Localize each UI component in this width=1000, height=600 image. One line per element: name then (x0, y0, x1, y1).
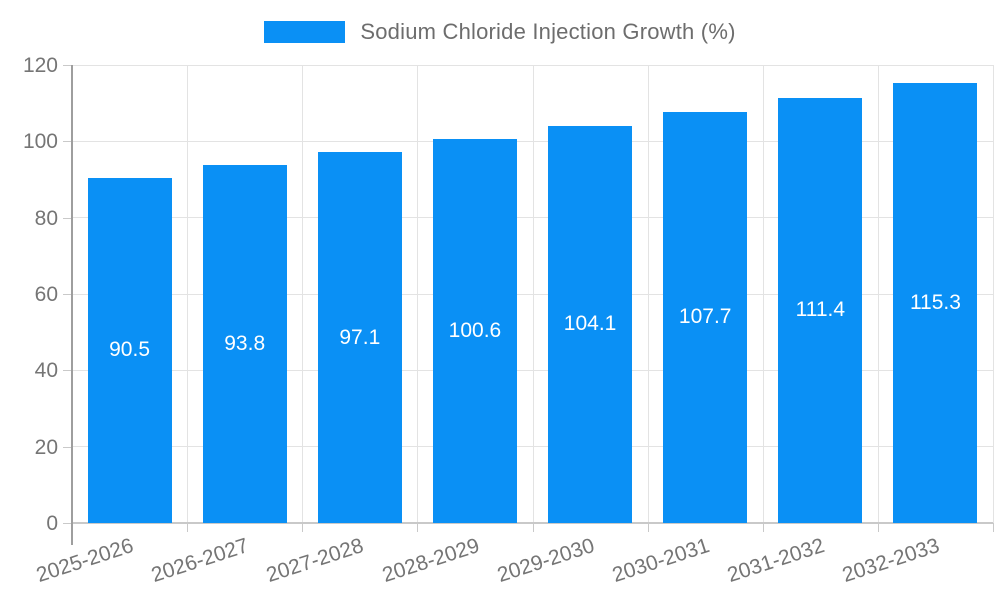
y-axis-tick-label: 100 (22, 130, 58, 154)
bar-value-label: 111.4 (795, 298, 846, 322)
x-gridline (532, 65, 534, 523)
x-axis-category-label: 2026-2027 (148, 534, 252, 587)
x-axis-category-label: 2031-2032 (724, 534, 828, 587)
chart-legend: Sodium Chloride Injection Growth (%) (0, 14, 1000, 50)
bar: 93.8 (202, 165, 287, 523)
bar: 100.6 (432, 139, 517, 523)
bar: 115.3 (893, 82, 978, 523)
legend-label: Sodium Chloride Injection Growth (%) (360, 19, 736, 44)
y-axis-tick-label: 0 (46, 512, 58, 535)
y-axis-tick-label: 60 (34, 283, 58, 306)
bar-value-label: 93.8 (224, 332, 266, 355)
plot-area: 90.5 93.8 97.1 100.6 104.1 107.7 111.4 115.3 (72, 64, 994, 524)
x-axis-category-label: 2032-2033 (839, 534, 943, 587)
bar: 90.5 (87, 177, 172, 523)
bar: 97.1 (317, 152, 402, 523)
x-gridline (762, 65, 764, 523)
x-gridline (877, 65, 879, 523)
y-axis-tick-mark (63, 446, 72, 448)
x-axis-line (72, 522, 993, 524)
x-gridline (416, 65, 418, 523)
x-axis-tick-mark (187, 523, 188, 532)
bar-value-label: 100.6 (448, 319, 502, 343)
x-gridline (186, 65, 188, 523)
bar-value-label: 90.5 (109, 338, 150, 362)
x-gridline (301, 65, 303, 523)
legend-swatch (264, 21, 346, 43)
bar-value-label: 97.1 (339, 325, 381, 349)
y-axis-line (71, 65, 73, 545)
x-axis-tick-mark (993, 523, 994, 532)
y-axis-tick-label: 120 (22, 54, 58, 77)
y-axis-tick-label: 20 (34, 435, 58, 459)
x-axis-category-label: 2030-2031 (609, 534, 712, 587)
x-axis-category-label: 2025-2026 (33, 534, 137, 587)
x-axis-category-label: 2028-2029 (379, 534, 482, 587)
x-axis-tick-mark (763, 523, 764, 532)
x-gridline (647, 65, 649, 523)
bar: 104.1 (548, 125, 633, 523)
x-axis-tick-mark (648, 523, 649, 532)
x-axis-category-label: 2027-2028 (263, 534, 367, 587)
x-axis-category-label: 2029-2030 (494, 534, 597, 587)
bar: 107.7 (663, 111, 748, 523)
y-axis-tick-label: 80 (34, 206, 58, 230)
y-axis-tick-mark (63, 523, 72, 524)
x-axis-tick-mark (302, 523, 303, 532)
y-axis-tick-mark (63, 65, 72, 66)
y-axis-tick-mark (63, 217, 72, 219)
x-axis-tick-mark (878, 523, 879, 532)
x-axis-tick-mark (417, 523, 418, 532)
bar-value-label: 104.1 (563, 312, 617, 336)
y-axis-tick-mark (63, 370, 72, 372)
bar-value-label: 115.3 (909, 290, 961, 314)
bar: 111.4 (778, 97, 863, 523)
x-gridline (992, 65, 994, 523)
bar-value-label: 107.7 (678, 305, 732, 329)
y-axis-tick-mark (63, 294, 72, 295)
y-axis-tick-label: 40 (34, 359, 58, 383)
y-axis-tick-mark (63, 141, 72, 143)
x-axis-tick-mark (533, 523, 534, 532)
